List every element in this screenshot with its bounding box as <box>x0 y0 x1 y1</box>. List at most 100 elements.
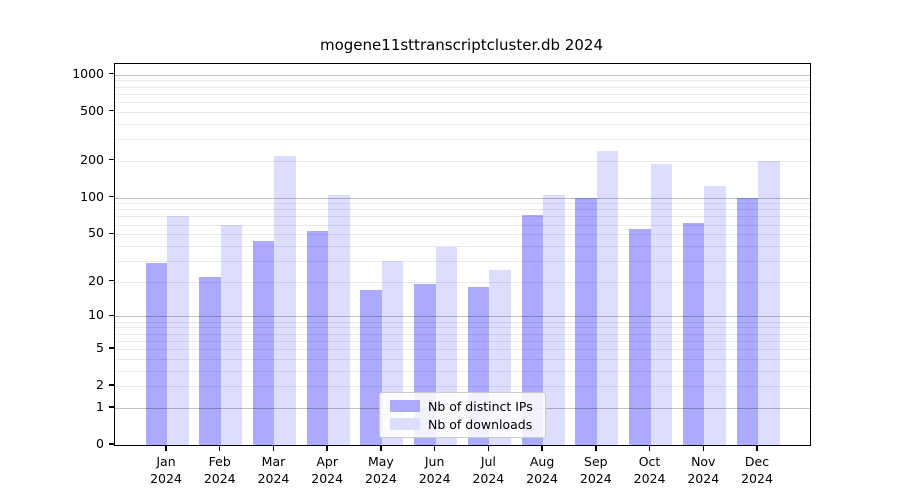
x-tick-jul <box>487 446 490 451</box>
y-tick-100 <box>109 195 114 198</box>
gridline-6 <box>115 340 810 342</box>
bar-distinct-ips-jan <box>145 262 167 445</box>
gridline-20 <box>115 281 810 283</box>
bar-downloads-jan <box>167 215 189 445</box>
gridline-4 <box>115 358 810 360</box>
y-tick-label-0: 0 <box>96 436 104 451</box>
y-tick-10 <box>109 314 114 317</box>
y-tick-1000 <box>109 72 114 75</box>
bar-distinct-ips-dec <box>736 197 758 445</box>
x-tick-mar <box>272 446 275 451</box>
bar-distinct-ips-feb <box>199 276 221 445</box>
x-tick-label-feb: Feb 2024 <box>203 454 236 486</box>
y-tick-label-50: 50 <box>88 225 104 241</box>
y-tick-label-100: 100 <box>80 188 104 204</box>
x-tick-jun <box>433 446 436 451</box>
gridline-600 <box>115 101 810 103</box>
gridline-800 <box>115 86 810 88</box>
gridline-100 <box>115 197 810 199</box>
legend: Nb of distinct IPs Nb of downloads <box>379 392 546 438</box>
x-tick-label-jun: Jun 2024 <box>418 454 451 486</box>
x-tick-label-jul: Jul 2024 <box>472 454 505 486</box>
y-tick-label-10: 10 <box>88 307 104 323</box>
x-tick-label-sep: Sep 2024 <box>579 454 612 486</box>
gridline-90 <box>115 203 810 205</box>
x-tick-dec <box>756 446 758 451</box>
gridline-7 <box>115 333 810 335</box>
plot-area <box>114 63 811 446</box>
bar-downloads-nov <box>704 185 726 445</box>
y-tick-label-20: 20 <box>88 272 104 288</box>
y-tick-20 <box>109 280 114 282</box>
gridline-500 <box>115 111 810 113</box>
gridline-80 <box>115 209 810 211</box>
gridline-60 <box>115 224 810 226</box>
x-tick-jan <box>165 446 167 451</box>
bar-distinct-ips-may <box>360 290 382 445</box>
bar-distinct-ips-oct <box>629 229 651 445</box>
y-tick-label-1: 1 <box>96 398 104 414</box>
y-tick-label-200: 200 <box>80 151 104 167</box>
gridline-9 <box>115 321 810 323</box>
bar-downloads-feb <box>220 224 243 445</box>
bar-downloads-dec <box>758 160 780 445</box>
bar-downloads-mar <box>274 155 296 445</box>
gridline-1000 <box>115 74 810 76</box>
y-tick-label-2: 2 <box>96 377 104 393</box>
chart-title: mogene11sttranscriptcluster.db 2024 <box>320 36 603 54</box>
bar-distinct-ips-aug <box>521 215 544 445</box>
bar-distinct-ips-sep <box>575 197 597 445</box>
gridline-70 <box>115 216 810 218</box>
x-tick-may <box>380 446 382 451</box>
x-tick-oct <box>648 446 651 451</box>
gridline-400 <box>115 123 810 125</box>
legend-row-distinct-ips: Nb of distinct IPs <box>390 399 545 414</box>
gridline-5 <box>115 348 810 350</box>
gridline-900 <box>115 80 810 82</box>
y-tick-500 <box>109 110 114 112</box>
bar-distinct-ips-nov <box>682 222 705 445</box>
gridline-30 <box>115 260 810 262</box>
x-tick-label-mar: Mar 2024 <box>257 454 290 486</box>
gridline-3 <box>115 370 810 372</box>
y-tick-5 <box>109 347 114 349</box>
bar-downloads-oct <box>650 164 673 445</box>
x-tick-label-may: May 2024 <box>365 454 397 486</box>
gridline-700 <box>115 93 810 95</box>
y-tick-label-1000: 1000 <box>72 65 104 81</box>
y-tick-50 <box>109 232 114 234</box>
x-tick-label-apr: Apr 2024 <box>311 454 344 486</box>
gridline-8 <box>115 327 810 329</box>
x-tick-label-dec: Dec 2024 <box>741 454 773 486</box>
y-tick-label-500: 500 <box>80 102 104 118</box>
gridline-200 <box>115 160 810 162</box>
gridline-2 <box>115 386 810 388</box>
gridline-40 <box>115 245 810 247</box>
legend-label-downloads: Nb of downloads <box>428 416 533 432</box>
y-tick-1 <box>109 406 114 408</box>
bar-downloads-apr <box>328 195 350 445</box>
bar-downloads-sep <box>596 150 619 445</box>
x-tick-label-oct: Oct 2024 <box>633 454 666 486</box>
legend-swatch-downloads-icon <box>390 418 420 430</box>
gridline-10 <box>115 316 810 318</box>
bar-downloads-aug <box>543 194 565 445</box>
gridline-300 <box>115 139 810 141</box>
x-tick-apr <box>326 446 328 451</box>
y-tick-2 <box>109 384 114 386</box>
legend-swatch-distinct-ips-icon <box>390 400 420 412</box>
legend-label-distinct-ips: Nb of distinct IPs <box>428 398 533 414</box>
y-tick-label-5: 5 <box>96 339 104 355</box>
bar-distinct-ips-mar <box>252 240 275 445</box>
x-tick-sep <box>595 446 597 451</box>
legend-row-downloads: Nb of downloads <box>390 417 545 432</box>
x-tick-aug <box>541 446 543 451</box>
bar-distinct-ips-apr <box>306 231 329 445</box>
x-tick-label-nov: Nov 2024 <box>687 454 720 486</box>
x-tick-label-aug: Aug 2024 <box>526 454 558 486</box>
x-tick-feb <box>219 446 221 451</box>
y-tick-0 <box>109 443 114 445</box>
gridline-50 <box>115 234 810 236</box>
x-tick-label-jan: Jan 2024 <box>150 454 182 486</box>
x-tick-nov <box>702 446 704 451</box>
